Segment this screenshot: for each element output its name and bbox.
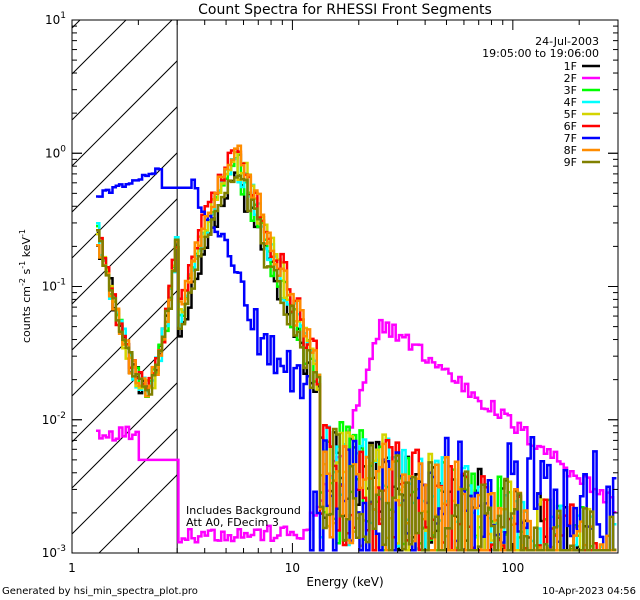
hatch-line — [72, 106, 177, 213]
legend-label: 3F — [564, 84, 577, 97]
legend-label: 7F — [564, 132, 577, 145]
footer-timestamp: 10-Apr-2023 04:56 — [542, 586, 636, 597]
hatch-line — [72, 244, 177, 351]
annotation-background: Includes Background — [186, 504, 301, 517]
series-line-9F — [96, 174, 617, 552]
excluded-region-hatch — [72, 20, 177, 553]
hatch-line — [98, 474, 177, 553]
hatch-line — [72, 60, 177, 167]
hatch-line — [72, 198, 177, 305]
x-tick-label: 1 — [68, 561, 76, 575]
x-axis: 1 10 100 — [68, 20, 619, 575]
legend-label: 8F — [564, 144, 577, 157]
legend-label: 6F — [564, 120, 577, 133]
series-lines — [96, 144, 617, 552]
legend-label: 5F — [564, 108, 577, 121]
y-label-sup-1: -2 — [18, 278, 27, 286]
legend-label: 4F — [564, 96, 577, 109]
hatch-line — [72, 152, 177, 259]
x-tick-label: 10 — [285, 561, 300, 575]
chart-title: Count Spectra for RHESSI Front Segments — [198, 2, 492, 18]
hatch-line — [72, 290, 177, 397]
legend-label: 9F — [564, 156, 577, 169]
y-label-mid-1: s — [20, 268, 33, 277]
y-label-sup-3: -1 — [18, 229, 27, 237]
y-tick-label: 100 — [45, 144, 66, 160]
hatch-line — [72, 20, 173, 121]
hatch-line — [72, 382, 177, 489]
y-label-sup-2: -1 — [18, 261, 27, 269]
hatch-line — [72, 336, 177, 443]
footer-generated-by: Generated by hsi_min_spectra_plot.pro — [2, 586, 198, 597]
y-label-base: counts cm — [20, 286, 33, 343]
x-axis-label: Energy (keV) — [306, 575, 383, 589]
time-range-label: 19:05:00 to 19:06:00 — [482, 47, 599, 60]
annotation-attenuator: Att A0, FDecim 3 — [186, 516, 279, 529]
y-tick-label: 101 — [45, 11, 66, 27]
series-line-7F — [96, 167, 617, 552]
series-line-2F — [96, 318, 617, 544]
y-tick-label: 10-1 — [42, 278, 66, 294]
hatch-line — [72, 428, 177, 535]
y-axis-label: counts cm-2 s-1 keV-1 — [18, 229, 33, 343]
y-axis: 10-3 10-2 10-1 100 101 — [42, 11, 618, 560]
legend-label: 2F — [564, 72, 577, 85]
y-label-mid-2: keV — [20, 237, 33, 261]
date-label: 24-Jul-2003 — [535, 35, 599, 48]
y-tick-label: 10-3 — [42, 544, 66, 560]
legend-label: 1F — [564, 60, 577, 73]
x-tick-label: 100 — [501, 561, 524, 575]
y-tick-label: 10-2 — [42, 411, 66, 427]
